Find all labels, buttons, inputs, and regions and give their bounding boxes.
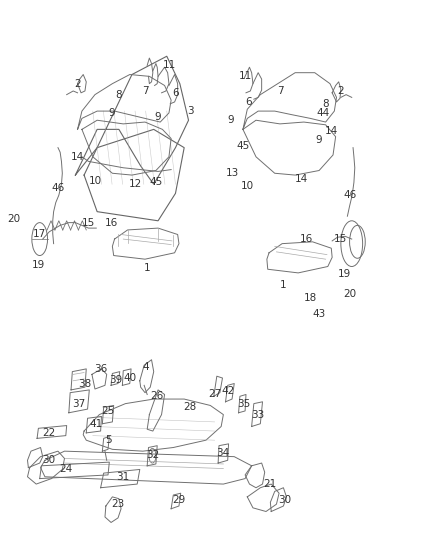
Text: 11: 11	[238, 71, 252, 82]
Text: 7: 7	[277, 86, 283, 96]
Text: 21: 21	[264, 479, 277, 489]
Text: 1: 1	[280, 280, 287, 290]
Text: 1: 1	[144, 263, 151, 273]
Text: 31: 31	[116, 472, 129, 482]
Text: 44: 44	[317, 108, 330, 118]
Text: 38: 38	[78, 378, 92, 389]
Text: 27: 27	[208, 390, 221, 400]
Text: 8: 8	[116, 90, 122, 100]
Text: 33: 33	[251, 409, 265, 419]
Text: 16: 16	[105, 217, 118, 228]
Text: 26: 26	[151, 391, 164, 401]
Text: 6: 6	[245, 97, 252, 107]
Text: 43: 43	[312, 309, 326, 319]
Text: 9: 9	[108, 108, 115, 118]
Text: 12: 12	[129, 179, 142, 189]
Text: 3: 3	[187, 106, 194, 116]
Text: 10: 10	[241, 181, 254, 191]
Text: 41: 41	[90, 419, 103, 429]
Text: 11: 11	[162, 60, 176, 70]
Text: 10: 10	[88, 175, 102, 185]
Text: 30: 30	[42, 455, 55, 465]
Text: 28: 28	[183, 402, 196, 413]
Text: 9: 9	[316, 135, 322, 146]
Text: 19: 19	[338, 269, 351, 279]
Text: 14: 14	[325, 126, 338, 136]
Text: 17: 17	[33, 229, 46, 239]
Text: 36: 36	[94, 364, 107, 374]
Text: 5: 5	[105, 435, 111, 445]
Text: 2: 2	[74, 79, 81, 88]
Text: 15: 15	[334, 234, 347, 244]
Text: 13: 13	[226, 168, 239, 178]
Text: 39: 39	[109, 375, 123, 385]
Text: 4: 4	[143, 362, 149, 372]
Text: 46: 46	[51, 183, 64, 193]
Text: 7: 7	[142, 86, 148, 96]
Text: 20: 20	[343, 289, 356, 299]
Text: 37: 37	[72, 399, 85, 409]
Text: 46: 46	[343, 190, 356, 200]
Text: 9: 9	[228, 115, 234, 125]
Text: 23: 23	[111, 499, 125, 509]
Text: 22: 22	[42, 428, 55, 438]
Text: 8: 8	[322, 99, 329, 109]
Text: 20: 20	[7, 214, 20, 224]
Text: 42: 42	[221, 386, 234, 396]
Text: 14: 14	[295, 174, 308, 184]
Text: 45: 45	[149, 177, 162, 188]
Text: 29: 29	[172, 495, 186, 505]
Text: 14: 14	[71, 152, 84, 162]
Text: 32: 32	[146, 450, 159, 460]
Text: 40: 40	[123, 373, 136, 383]
Text: 24: 24	[59, 464, 72, 474]
Text: 18: 18	[304, 293, 317, 303]
Text: 9: 9	[155, 112, 161, 123]
Text: 34: 34	[216, 448, 229, 458]
Text: 19: 19	[32, 260, 45, 270]
Text: 35: 35	[237, 399, 250, 409]
Text: 2: 2	[338, 86, 344, 96]
Text: 6: 6	[172, 88, 179, 98]
Text: 25: 25	[101, 406, 115, 416]
Text: 15: 15	[82, 217, 95, 228]
Text: 30: 30	[278, 495, 291, 505]
Text: 45: 45	[237, 141, 250, 151]
Text: 16: 16	[300, 234, 313, 244]
